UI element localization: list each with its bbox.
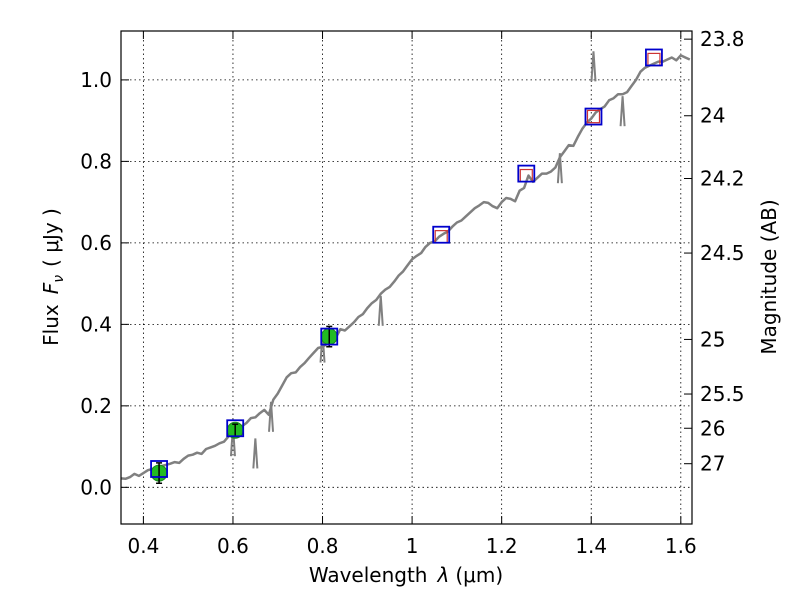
x-tick-label: 1.6 bbox=[665, 534, 697, 558]
x-tick-label: 0.4 bbox=[127, 534, 159, 558]
y2-tick-label: 23.8 bbox=[700, 27, 745, 51]
y2-axis-label: Magnitude (AB) bbox=[757, 199, 781, 354]
y-tick-label: 1.0 bbox=[80, 68, 112, 92]
x-axis-label: Wavelength λ (μm) bbox=[309, 563, 503, 587]
model-flux-square bbox=[226, 419, 245, 438]
y-axis-label-unit: ( μJy ) bbox=[39, 208, 63, 267]
y-tick-label: 0.2 bbox=[80, 394, 112, 418]
spectrum-spike bbox=[619, 96, 626, 127]
observed-flux-box bbox=[586, 109, 601, 124]
x-tick-label: 0.6 bbox=[217, 534, 249, 558]
y-tick-label: 0.0 bbox=[80, 475, 112, 499]
y2-tick-label: 27 bbox=[700, 452, 725, 476]
grid-layer bbox=[121, 31, 692, 524]
x-tick-label: 1.4 bbox=[575, 534, 607, 558]
spectrum-spike bbox=[590, 51, 597, 82]
y2-tick-label: 24 bbox=[700, 104, 725, 128]
y-axis-label-text: Flux bbox=[39, 304, 63, 346]
spectrum-spike bbox=[377, 295, 384, 326]
spectrum-spike bbox=[556, 153, 563, 184]
y2-tick-label: 24.2 bbox=[700, 166, 745, 190]
y2-tick-label: 26 bbox=[700, 416, 725, 440]
y-axis-label-symbol: F bbox=[39, 282, 63, 294]
y2-tick-label: 25 bbox=[700, 327, 725, 351]
y2-tick-label: 24.5 bbox=[700, 241, 745, 265]
x-axis-label-symbol: λ bbox=[437, 563, 450, 587]
model-flux-square bbox=[432, 225, 451, 244]
model-flux-square bbox=[517, 164, 536, 183]
model-flux-square bbox=[320, 327, 339, 346]
model-flux-square bbox=[645, 48, 663, 67]
spectrum-spike bbox=[252, 438, 259, 469]
x-axis-label-text: Wavelength bbox=[309, 563, 428, 587]
spectrum-line bbox=[120, 54, 691, 481]
y-axis-label: Flux Fν ( μJy ) bbox=[39, 208, 67, 346]
model-flux-square bbox=[584, 107, 603, 126]
series-layer bbox=[120, 48, 691, 485]
ticks-layer: 0.4 0.6 0.8 1 1.2 1.4 1.6 0.0 0.2 0.4 0.6 0.8 1.0 23.… bbox=[80, 27, 744, 558]
x-axis-label-unit: (μm) bbox=[455, 563, 503, 587]
y-tick-label: 0.4 bbox=[80, 312, 112, 336]
x-tick-label: 1 bbox=[406, 534, 419, 558]
y-axis-label-subscript: ν bbox=[51, 275, 67, 283]
model-flux-square bbox=[150, 460, 168, 478]
y-tick-label: 0.8 bbox=[80, 149, 112, 173]
x-tick-label: 1.2 bbox=[486, 534, 518, 558]
y2-tick-label: 25.5 bbox=[700, 382, 745, 406]
spectrum-spike bbox=[268, 401, 275, 432]
plot-frame bbox=[120, 30, 693, 525]
x-tick-label: 0.8 bbox=[307, 534, 339, 558]
y-tick-label: 0.6 bbox=[80, 231, 112, 255]
